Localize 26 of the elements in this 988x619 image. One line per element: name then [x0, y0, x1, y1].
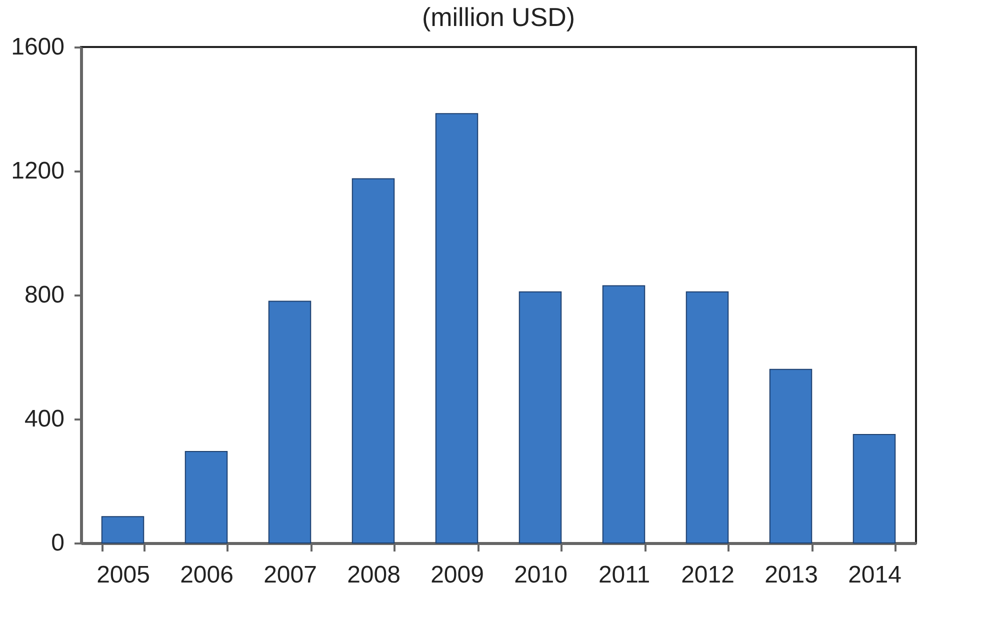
bar	[101, 516, 144, 544]
x-tick-label: 2014	[848, 562, 902, 588]
bar	[518, 291, 562, 544]
bar	[852, 434, 896, 544]
x-tick-label: 2013	[764, 562, 818, 588]
y-tick-label: 0	[51, 530, 64, 556]
x-tick-label: 2007	[264, 562, 317, 588]
y-tick-label: 1600	[11, 34, 64, 60]
bar	[352, 178, 395, 544]
x-tick-label: 2008	[347, 562, 400, 588]
bar	[769, 368, 812, 544]
bar	[602, 285, 646, 544]
bar	[268, 300, 312, 544]
bar	[435, 113, 478, 544]
x-tick-label: 2005	[96, 562, 150, 588]
y-tick-label: 400	[24, 406, 64, 432]
x-tick-label: 2011	[598, 562, 650, 588]
x-tick-label: 2010	[514, 562, 568, 588]
x-tick-label: 2006	[180, 562, 234, 588]
y-tick-label: 800	[24, 282, 64, 308]
y-tick-label: 1200	[11, 158, 64, 184]
x-tick-label: 2009	[430, 562, 484, 588]
chart-title: (million USD)	[422, 2, 576, 32]
x-tick-label: 2012	[681, 562, 734, 588]
bar	[686, 291, 729, 544]
bar	[184, 451, 228, 544]
